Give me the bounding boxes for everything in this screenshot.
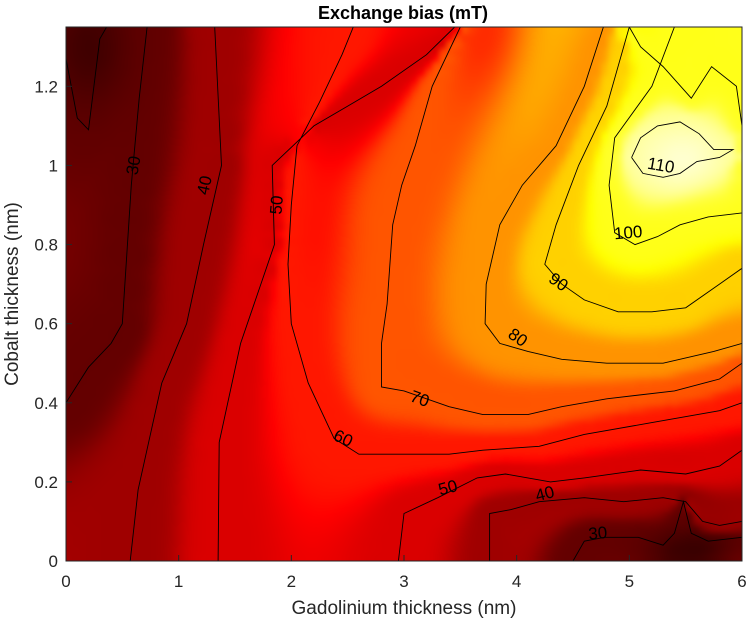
contour-label: 40 [193, 174, 216, 196]
x-tick-label: 4 [512, 572, 521, 591]
y-tick-label: 0.4 [34, 394, 58, 413]
y-tick-label: 0.6 [34, 315, 58, 334]
contour-line-70 [381, 27, 742, 416]
heatmap-image [66, 27, 742, 561]
y-axis-label: Cobalt thickness (nm) [2, 202, 23, 386]
contour-label: 40 [533, 482, 556, 505]
contour-label: 100 [613, 222, 643, 243]
y-tick-label: 1 [49, 156, 58, 175]
x-axis-label: Gadolinium thickness (nm) [292, 598, 517, 619]
contour-line-30 [66, 27, 148, 404]
x-tick-label: 2 [287, 572, 296, 591]
contour-label: 30 [123, 154, 145, 176]
contour-line-50 [217, 27, 456, 561]
contour-line-30 [572, 499, 742, 561]
x-axis: 0 1 2 3 4 5 6 [61, 555, 747, 591]
x-tick-label: 1 [174, 572, 183, 591]
x-tick-label: 6 [737, 572, 746, 591]
y-tick-label: 1.2 [34, 77, 58, 96]
contour-label: 50 [266, 195, 287, 216]
contour-line-100 [608, 27, 742, 246]
contour-line-60 [287, 27, 742, 455]
contour-line-30 [66, 27, 107, 131]
contour-line-110 [631, 121, 735, 178]
contour-line-90 [544, 27, 742, 313]
contour-label: 50 [436, 476, 459, 499]
x-tick-label: 5 [625, 572, 634, 591]
y-axis: 0 0.2 0.4 0.6 0.8 1 1.2 [34, 77, 72, 571]
contour-line-50 [397, 449, 742, 561]
x-tick-label: 0 [61, 572, 70, 591]
contour-label: 30 [588, 523, 609, 544]
chart-title: Exchange bias (mT) [318, 3, 488, 23]
y-tick-label: 0.2 [34, 473, 58, 492]
y-tick-label: 0 [49, 552, 58, 571]
y-tick-label: 0.8 [34, 236, 58, 255]
contour-line-80 [484, 27, 742, 364]
contour-line-40 [129, 27, 222, 561]
contour-lines [66, 27, 742, 561]
contour-line-40 [489, 497, 742, 561]
x-tick-label: 3 [399, 572, 408, 591]
contour-label: 110 [646, 154, 676, 177]
